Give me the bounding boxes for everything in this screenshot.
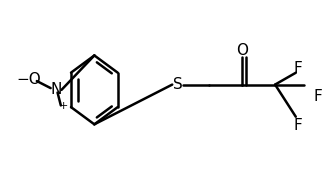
Text: N: N <box>50 82 62 97</box>
Text: F: F <box>314 90 322 104</box>
Text: F: F <box>294 118 303 133</box>
Text: F: F <box>294 61 303 76</box>
Text: O: O <box>236 43 248 58</box>
Text: S: S <box>173 77 182 92</box>
Text: +: + <box>58 101 68 111</box>
Text: −O: −O <box>16 72 41 87</box>
